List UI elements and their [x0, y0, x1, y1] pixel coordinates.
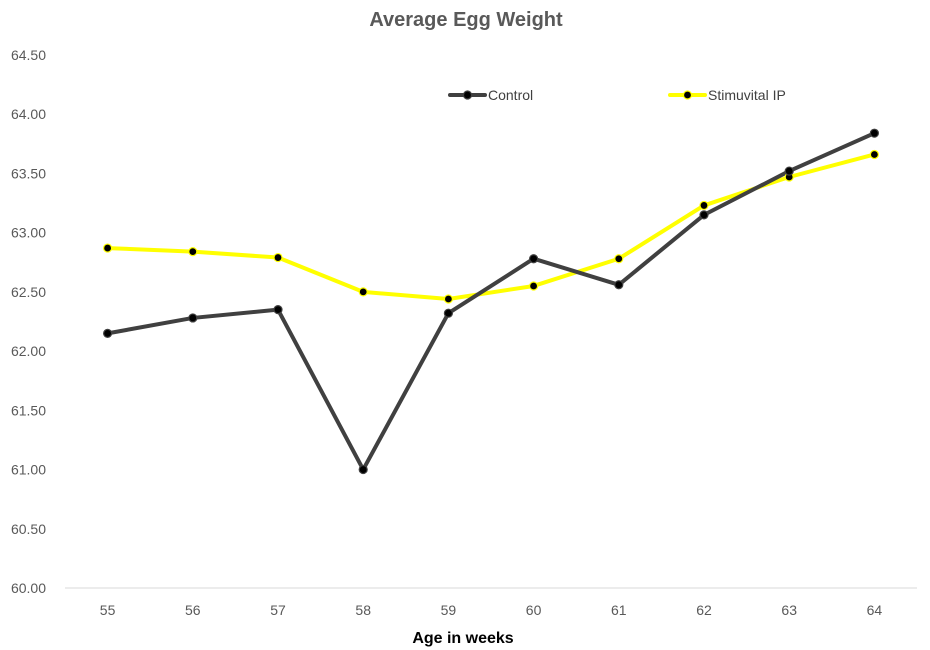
legend-marker — [682, 90, 693, 100]
y-axis: 60.00 60.50 61.00 61.50 62.00 62.50 63.00 63.50… — [11, 47, 46, 596]
y-tick-label: 60.00 — [11, 580, 46, 596]
x-tick-label: 62 — [696, 602, 712, 618]
y-tick-label: 60.50 — [11, 521, 46, 537]
y-tick-label: 63.00 — [11, 225, 46, 241]
data-point-stimuvital-ip — [188, 247, 198, 257]
y-tick-label: 62.50 — [11, 284, 46, 300]
x-axis: 55 56 57 58 59 60 61 62 63 64 — [100, 602, 883, 618]
x-tick-label: 56 — [185, 602, 201, 618]
data-point-control — [188, 313, 198, 323]
data-point-control — [443, 308, 453, 318]
data-point-stimuvital-ip — [102, 243, 113, 253]
x-tick-label: 55 — [100, 602, 116, 618]
x-tick-label: 63 — [781, 602, 797, 618]
x-tick-label: 59 — [441, 602, 457, 618]
y-tick-label: 64.00 — [11, 106, 46, 122]
legend-marker — [462, 90, 473, 100]
y-tick-label: 64.50 — [11, 47, 46, 63]
legend-label: Control — [488, 87, 533, 103]
chart-title: Average Egg Weight — [369, 9, 563, 31]
legend-label: Stimuvital IP — [708, 87, 786, 103]
x-tick-label: 58 — [355, 602, 371, 618]
x-tick-label: 61 — [611, 602, 627, 618]
y-tick-label: 61.00 — [11, 462, 46, 478]
series-layer — [102, 128, 880, 475]
data-point-stimuvital-ip — [614, 254, 624, 264]
data-point-control — [358, 464, 368, 475]
data-point-control — [614, 280, 624, 290]
y-tick-label: 62.00 — [11, 343, 46, 359]
data-point-stimuvital-ip — [273, 252, 283, 263]
data-point-stimuvital-ip — [443, 294, 453, 304]
data-point-stimuvital-ip — [699, 200, 709, 211]
data-point-control — [784, 166, 794, 176]
data-point-stimuvital-ip — [869, 149, 880, 160]
series-line-stimuvital-ip — [105, 152, 877, 301]
data-point-control — [528, 254, 539, 264]
data-point-stimuvital-ip — [528, 281, 539, 291]
y-tick-label: 61.50 — [11, 402, 46, 418]
data-point-stimuvital-ip — [358, 287, 368, 297]
x-tick-label: 64 — [867, 602, 883, 618]
x-tick-label: 57 — [270, 602, 286, 618]
x-axis-title: Age in weeks — [412, 630, 513, 647]
x-tick-label: 60 — [526, 602, 542, 618]
data-point-control — [102, 328, 113, 338]
series-line-control — [105, 131, 877, 472]
data-point-control — [699, 210, 709, 220]
y-tick-label: 63.50 — [11, 165, 46, 181]
legend: Control Stimuvital IP — [448, 87, 786, 103]
data-point-control — [869, 128, 880, 138]
data-point-control — [273, 305, 283, 315]
